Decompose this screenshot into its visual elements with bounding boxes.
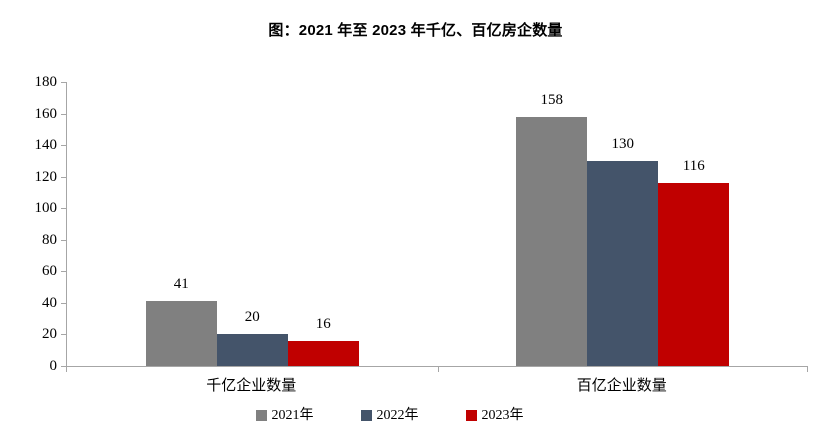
y-tick-mark <box>61 334 66 336</box>
y-tick-mark <box>61 82 66 83</box>
bar-value-label: 41 <box>173 276 189 293</box>
category-axis-labels: 千亿企业数量 百亿企业数量 <box>66 374 807 395</box>
legend-swatch-icon <box>255 410 267 421</box>
y-tick-mark <box>61 176 66 178</box>
bar-group: 41 20 16 <box>67 82 438 366</box>
y-tick-label: 80 <box>42 231 57 248</box>
plot-area: 0 20 40 60 80 100 120 140 160 180 41 20 16 158 130 116 <box>35 74 808 374</box>
bar-value-label: 116 <box>682 157 705 174</box>
x-tick-mark <box>66 367 67 372</box>
y-tick-label: 40 <box>42 294 57 311</box>
y-tick-mark <box>61 208 66 210</box>
x-tick-mark <box>437 367 439 372</box>
y-tick-label: 0 <box>49 358 58 374</box>
x-tick-mark <box>807 367 808 372</box>
y-tick-label: 160 <box>34 105 58 122</box>
y-tick-mark <box>61 113 66 115</box>
y-tick-mark <box>61 239 66 241</box>
y-tick-mark <box>61 145 66 147</box>
y-tick-label: 120 <box>34 168 58 185</box>
bar: 116 <box>658 158 730 366</box>
bar-value-label: 158 <box>540 91 564 108</box>
y-tick-label: 140 <box>34 137 58 154</box>
y-tick-label: 20 <box>42 326 57 343</box>
legend-swatch-icon <box>465 410 477 421</box>
chart-title: 图：2021 年至 2023 年千亿、百亿房企数量 <box>268 22 563 39</box>
legend-item: 2023年 <box>465 408 524 423</box>
y-tick-mark <box>61 302 66 304</box>
bar-groups: 41 20 16 158 130 116 <box>67 82 808 366</box>
legend-label: 2023年 <box>481 408 524 423</box>
bar-value-label: 16 <box>315 315 331 332</box>
legend-item: 2021年 <box>255 408 314 423</box>
y-tick-label: 100 <box>34 200 58 217</box>
y-tick-mark <box>61 366 66 367</box>
bar-value-label: 130 <box>611 135 635 152</box>
y-tick-mark <box>61 271 66 273</box>
legend-item: 2022年 <box>360 408 419 423</box>
category-label: 千亿企业数量 <box>206 378 297 394</box>
legend: 2021年 2022年 2023年 <box>0 408 805 423</box>
y-tick-label: 60 <box>42 263 57 280</box>
category-label: 百亿企业数量 <box>576 378 667 394</box>
legend-label: 2021年 <box>271 408 314 423</box>
y-tick-label: 180 <box>34 74 58 90</box>
bar-value-label: 20 <box>244 309 260 326</box>
bar: 41 <box>145 277 217 366</box>
legend-label: 2022年 <box>376 408 419 423</box>
bar: 158 <box>516 92 588 366</box>
bar: 16 <box>287 316 359 366</box>
legend-swatch-icon <box>360 410 372 421</box>
bar: 20 <box>216 310 288 366</box>
bar-group: 158 130 116 <box>438 82 809 366</box>
bar: 130 <box>587 136 659 366</box>
